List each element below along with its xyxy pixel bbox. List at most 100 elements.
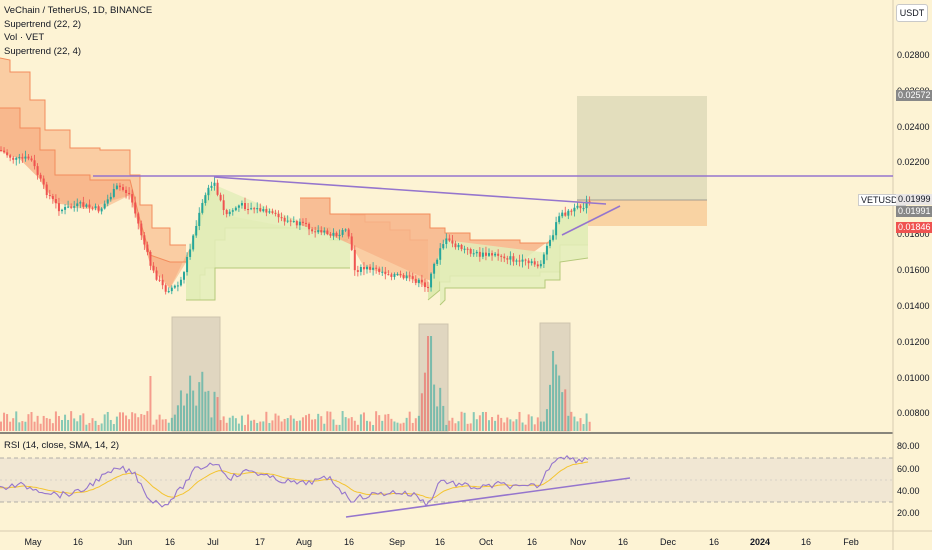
volume-bar (6, 414, 9, 431)
candle-body (585, 201, 588, 209)
candle-body (161, 279, 164, 286)
candle-body (51, 196, 54, 200)
candle-body (42, 178, 45, 185)
volume-bar (549, 384, 551, 431)
volume-bar (112, 424, 115, 431)
candle-body (152, 265, 155, 271)
volume-highlight-3 (539, 322, 571, 432)
volume-bar (67, 419, 70, 431)
candle-body (430, 273, 433, 288)
volume-bar (51, 423, 54, 431)
volume-bar (256, 422, 259, 431)
candle-body (155, 270, 158, 280)
volume-bar (225, 422, 228, 431)
candle-body (524, 259, 527, 261)
candle-body (259, 208, 262, 212)
indicator-volume[interactable]: Vol · VET (4, 32, 45, 43)
candle-body (332, 232, 335, 236)
candle-body (317, 230, 320, 233)
volume-bar (152, 424, 155, 431)
price-axis-label: 0.01800 (897, 229, 930, 239)
candle-body (228, 211, 231, 215)
indicator-supertrend-2[interactable]: Supertrend (22, 4) (4, 45, 82, 57)
volume-bar (289, 415, 292, 431)
volume-bar (158, 414, 161, 431)
candle-body (137, 213, 140, 224)
candle-body (70, 206, 73, 208)
volume-bar (106, 411, 109, 431)
candle-body (475, 251, 478, 254)
currency-button[interactable]: USDT (896, 4, 928, 22)
candle-body (100, 208, 103, 212)
candle-body (103, 203, 106, 209)
volume-bar (122, 412, 124, 431)
candle-body (463, 248, 466, 250)
candle-body (140, 223, 143, 236)
candle-body (570, 210, 573, 212)
ascending-trendline (561, 205, 621, 236)
time-axis-label: Jun (117, 537, 133, 547)
candle-body (500, 255, 503, 257)
volume-bar (445, 424, 448, 431)
price-axis-label: 0.01200 (897, 337, 930, 347)
volume-bar (356, 424, 359, 431)
indicator-supertrend-1[interactable]: Supertrend (22, 2) (4, 18, 82, 30)
volume-bar (350, 417, 353, 431)
candle-body (265, 209, 268, 213)
candle-body (320, 230, 323, 233)
volume-bar (94, 420, 97, 431)
time-axis-label: Dec (659, 537, 677, 547)
candle-body (36, 166, 39, 175)
candle-body (115, 185, 118, 189)
price-axis-label: 0.01000 (897, 373, 930, 383)
symbol-title[interactable]: VeChain / TetherUS, 1D, BINANCE (4, 5, 153, 16)
volume-bar (402, 422, 405, 431)
candle-body (198, 212, 201, 226)
volume-bar (140, 414, 143, 431)
volume-bar (521, 422, 524, 431)
time-axis-label: 16 (617, 537, 629, 547)
time-axis-label: 16 (526, 537, 538, 547)
volume-bar (384, 414, 387, 431)
volume-bar (378, 415, 381, 431)
target-price-tag: 0.02572 (896, 90, 932, 101)
volume-bar (271, 420, 274, 431)
volume-bar (305, 415, 307, 431)
candle-body (533, 261, 536, 265)
candle-body (195, 225, 198, 236)
candle-body (497, 253, 500, 256)
candle-body (488, 253, 490, 256)
volume-bar (417, 415, 420, 431)
candle-body (347, 229, 350, 237)
candle-body (454, 243, 457, 248)
time-axis-label: Sep (388, 537, 406, 547)
candle-body (484, 252, 487, 256)
volume-bar (442, 405, 445, 431)
volume-bar (64, 414, 67, 431)
candle-body (295, 221, 298, 226)
indicator-rsi[interactable]: RSI (14, close, SMA, 14, 2) (4, 440, 120, 451)
candle-body (439, 248, 442, 260)
candle-body (45, 184, 48, 196)
volume-bar (533, 424, 536, 431)
time-axis-label: Aug (295, 537, 313, 547)
volume-bar (170, 417, 173, 431)
position-target-zone (577, 96, 707, 200)
candle-body (173, 285, 176, 288)
candle-body (390, 274, 393, 277)
volume-bar (198, 382, 201, 431)
volume-bar (70, 411, 73, 431)
candle-body (21, 157, 24, 159)
price-candles (0, 146, 591, 295)
volume-bar (33, 421, 36, 431)
candle-body (573, 207, 576, 212)
volume-bar (314, 419, 317, 431)
volume-bar (259, 421, 262, 431)
volume-bar (369, 421, 372, 431)
candle-body (164, 285, 167, 292)
volume-bar (323, 423, 326, 431)
candle-body (292, 221, 295, 223)
candle-body (378, 268, 381, 273)
volume-bar (3, 412, 6, 431)
